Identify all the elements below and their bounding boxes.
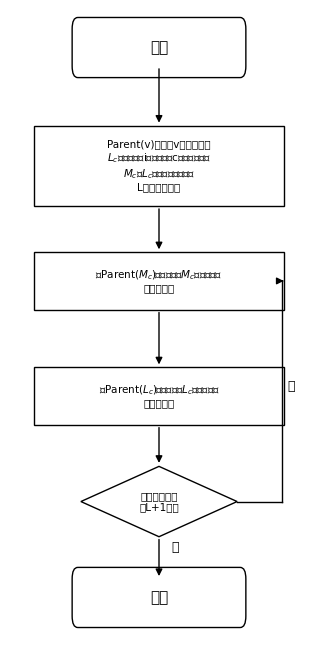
FancyBboxPatch shape xyxy=(72,17,246,77)
FancyBboxPatch shape xyxy=(34,126,284,206)
FancyBboxPatch shape xyxy=(34,252,284,310)
Text: 下一层是否为
第L+1层？: 下一层是否为 第L+1层？ xyxy=(139,491,179,512)
Text: Parent(v)为节点v的父节点；
$L_c$为广播树第i层使用信道c的节点集合；
$M_c$为$L_c$中的极大独立集；
L为广播树深度: Parent(v)为节点v的父节点； $L_c$为广播树第i层使用信道c的节点集… xyxy=(107,139,211,192)
Text: 是: 是 xyxy=(171,541,179,554)
FancyBboxPatch shape xyxy=(34,367,284,425)
Text: 否: 否 xyxy=(287,380,294,393)
Text: 开始: 开始 xyxy=(150,40,168,55)
Polygon shape xyxy=(81,466,237,537)
Text: 在Parent($M_c$)中找广播给$M_c$的多信道无
冲突调度；: 在Parent($M_c$)中找广播给$M_c$的多信道无 冲突调度； xyxy=(95,268,223,293)
Text: 在Parent($L_c$)中找广播给$L_c$的多信道无
冲突调度；: 在Parent($L_c$)中找广播给$L_c$的多信道无 冲突调度； xyxy=(99,383,219,409)
Text: 结束: 结束 xyxy=(150,590,168,605)
FancyBboxPatch shape xyxy=(72,568,246,628)
